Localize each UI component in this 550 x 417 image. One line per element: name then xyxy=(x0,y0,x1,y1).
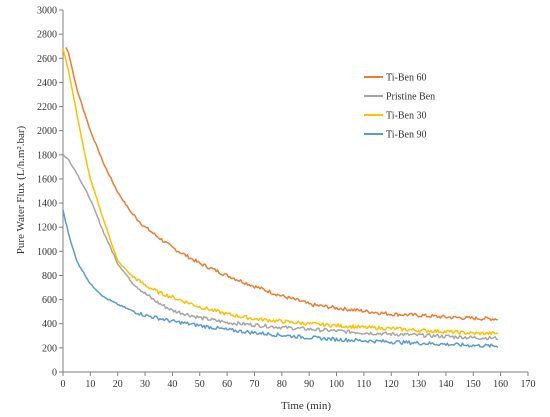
x-axis-ticks: 0 10 20 30 40 50 60 70 80 90 100 110 120 130 140 150 160… xyxy=(61,372,536,390)
series-lines xyxy=(62,47,499,348)
y-tick-label: 0 xyxy=(52,368,57,379)
x-tick-label: 90 xyxy=(304,379,314,390)
x-tick-label: 110 xyxy=(357,379,372,390)
x-tick-label: 60 xyxy=(222,379,232,390)
series-line-ti-ben-90 xyxy=(62,209,499,348)
x-tick-label: 80 xyxy=(277,379,287,390)
axes xyxy=(62,10,528,373)
x-tick-label: 160 xyxy=(493,379,508,390)
y-tick-label: 2000 xyxy=(37,126,57,137)
series-line-ti-ben-30 xyxy=(62,47,499,336)
y-tick-label: 1000 xyxy=(37,247,57,258)
legend-label: Ti-Ben 30 xyxy=(386,111,426,122)
y-tick-label: 2600 xyxy=(37,54,57,65)
x-tick-label: 140 xyxy=(438,379,453,390)
y-tick-label: 3000 xyxy=(37,6,57,17)
x-tick-label: 70 xyxy=(249,379,259,390)
y-tick-label: 2200 xyxy=(37,102,57,113)
x-tick-label: 120 xyxy=(384,379,399,390)
x-tick-label: 40 xyxy=(167,379,177,390)
y-tick-label: 200 xyxy=(42,343,57,354)
y-tick-label: 1200 xyxy=(37,223,57,234)
y-tick-label: 1800 xyxy=(37,150,57,161)
x-axis-title: Time (min) xyxy=(281,400,331,412)
x-tick-label: 50 xyxy=(195,379,205,390)
series-line-ti-ben-60 xyxy=(65,47,499,322)
series-line-pristine-ben xyxy=(62,154,499,341)
x-tick-label: 10 xyxy=(85,379,95,390)
x-tick-label: 30 xyxy=(140,379,150,390)
y-tick-label: 1400 xyxy=(37,199,57,210)
y-tick-label: 600 xyxy=(42,295,57,306)
y-axis-ticks: 0 200 400 600 800 1000 1200 1400 1600 1800 2000 220… xyxy=(37,6,63,379)
x-tick-label: 130 xyxy=(411,379,426,390)
y-tick-label: 2400 xyxy=(37,78,57,89)
y-tick-label: 800 xyxy=(42,271,57,282)
x-tick-label: 170 xyxy=(521,379,536,390)
legend-label: Ti-Ben 60 xyxy=(386,73,426,84)
legend-label: Pristine Ben xyxy=(386,92,435,103)
y-tick-label: 2800 xyxy=(37,30,57,41)
x-tick-label: 100 xyxy=(329,379,344,390)
legend-label: Ti-Ben 90 xyxy=(386,130,426,141)
x-tick-label: 150 xyxy=(466,379,481,390)
y-axis-title: Pure Water Flux (L/h.m².bar) xyxy=(15,125,27,254)
x-tick-label: 20 xyxy=(113,379,123,390)
legend: Ti-Ben 60 Pristine Ben Ti-Ben 30 Ti-Ben 90 xyxy=(364,73,435,141)
y-tick-label: 400 xyxy=(42,319,57,330)
x-tick-label: 0 xyxy=(61,379,66,390)
y-tick-label: 1600 xyxy=(37,174,57,185)
